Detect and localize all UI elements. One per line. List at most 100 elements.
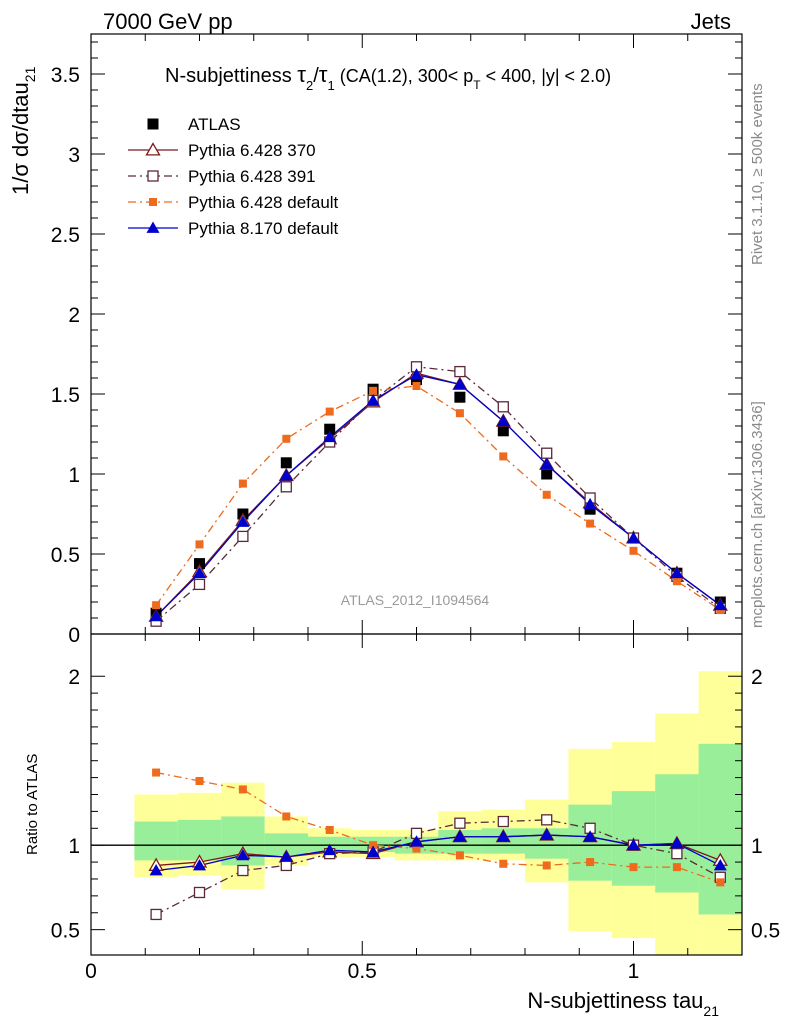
series-line-main	[155, 366, 721, 622]
ylabel-main: 1/σ dσ/dtau21	[8, 66, 38, 195]
data-point-ratio	[540, 828, 554, 840]
data-point-ratio	[195, 776, 204, 785]
data-point-main	[152, 601, 161, 610]
data-point-ratio	[454, 817, 466, 829]
main-panel: 0 0.5 1 1.5 2 2.5 3 3.5	[51, 34, 743, 647]
data-point-ratio	[541, 814, 553, 826]
data-point-ratio	[629, 863, 638, 872]
data-point-main	[454, 365, 466, 378]
y-tick-label-main: 3.5	[51, 64, 80, 87]
data-point-main	[194, 558, 205, 570]
data-point-ratio	[369, 841, 378, 850]
header-right: Jets	[691, 9, 731, 34]
data-point-ratio	[672, 863, 681, 872]
ratio-band-inner	[177, 819, 222, 861]
x-tick-label: 0	[85, 960, 97, 983]
data-point-ratio	[716, 878, 725, 887]
data-point-ratio	[150, 908, 162, 921]
y-tick-label-main: 0	[68, 624, 80, 647]
data-point-main	[541, 447, 553, 459]
data-point-main	[193, 566, 206, 579]
legend-label: ATLAS	[188, 115, 241, 134]
data-point-ratio	[410, 835, 423, 847]
data-point-main	[672, 577, 681, 586]
data-point-main	[280, 457, 292, 469]
data-point-ratio	[542, 861, 551, 870]
y-tick-label-main: 0.5	[51, 544, 80, 567]
series-line-ratio	[156, 834, 721, 872]
data-point-main	[195, 540, 204, 549]
data-point-ratio	[325, 825, 334, 834]
data-point-ratio	[236, 848, 250, 861]
legend-label: Pythia 6.428 370	[188, 141, 316, 160]
y-tick-label-ratio: 1	[68, 835, 80, 858]
data-point-ratio	[671, 847, 683, 860]
data-point-ratio	[670, 836, 684, 849]
data-point-ratio	[586, 858, 595, 867]
data-point-ratio	[149, 864, 163, 876]
legend-marker	[145, 142, 161, 156]
data-point-main	[410, 368, 423, 380]
legend-label: Pythia 6.428 default	[188, 193, 339, 212]
y-tick-label-ratio-right: 0.5	[751, 920, 780, 943]
data-point-ratio	[238, 785, 247, 794]
data-point-main	[282, 434, 291, 443]
legend-marker	[147, 170, 159, 182]
x-tick-label: 1	[628, 960, 640, 983]
analysis-label: ATLAS_2012_I1094564	[341, 592, 490, 608]
data-point-ratio	[499, 859, 508, 868]
y-tick-label-main: 2	[68, 304, 80, 327]
series-line-main	[155, 372, 721, 617]
y-tick-label-main: 2.5	[51, 224, 80, 247]
data-point-main	[193, 578, 206, 591]
header-left: 7000 GeV pp	[103, 9, 233, 34]
data-point-ratio	[237, 864, 249, 877]
data-point-main	[412, 382, 421, 390]
data-point-main	[149, 609, 163, 622]
ratio-band-inner	[698, 743, 742, 915]
legend-label: Pythia 8.170 default	[188, 219, 339, 238]
data-point-main	[496, 414, 510, 427]
data-point-ratio	[453, 830, 467, 842]
data-point-ratio	[497, 815, 509, 828]
data-point-main	[280, 481, 292, 493]
data-point-main	[237, 530, 249, 543]
data-point-main	[583, 497, 597, 510]
data-point-main	[454, 391, 466, 403]
ratio-band-inner	[568, 804, 612, 881]
data-point-ratio	[713, 858, 727, 871]
ratio-band-inner	[134, 821, 178, 861]
data-point-main	[497, 401, 509, 413]
data-point-ratio	[279, 850, 293, 862]
data-point-main	[540, 457, 554, 470]
data-point-main	[455, 409, 464, 418]
ylabel-ratio: Ratio to ATLAS	[24, 754, 41, 855]
data-point-ratio	[280, 859, 292, 872]
y-tick-label-ratio-right: 2	[751, 666, 763, 689]
data-point-ratio	[366, 845, 380, 857]
y-tick-label-ratio: 0.5	[51, 920, 80, 943]
y-tick-label-main: 1	[68, 464, 80, 487]
ratio-panel: 0.5 0.51 12 20 0.5 1	[51, 634, 780, 983]
legend-label: Pythia 6.428 391	[188, 167, 316, 186]
data-point-main	[369, 386, 378, 395]
series-line-ratio	[155, 819, 721, 916]
series-line-main	[155, 374, 721, 617]
data-point-main	[238, 479, 247, 488]
series-line-ratio	[155, 771, 721, 883]
y-tick-label-main: 3	[68, 144, 80, 167]
data-point-ratio	[323, 843, 337, 856]
mcplots-label: mcplots.cern.ch [arXiv:1306.3436]	[749, 401, 766, 628]
data-point-ratio	[412, 844, 421, 853]
data-point-main	[542, 490, 551, 499]
data-point-ratio	[152, 768, 161, 777]
series-line-main	[155, 385, 721, 611]
plot-title: N-subjettiness τ2/τ1 (CA(1.2), 300< pT <…	[165, 62, 611, 93]
data-point-main	[713, 598, 727, 611]
data-point-main	[541, 468, 553, 480]
legend: ATLAS Pythia 6.428 370 Pythia 6.428 391 Pyt…	[128, 115, 339, 238]
data-point-main	[325, 407, 334, 416]
data-point-ratio	[496, 830, 510, 842]
data-point-main	[279, 469, 293, 481]
